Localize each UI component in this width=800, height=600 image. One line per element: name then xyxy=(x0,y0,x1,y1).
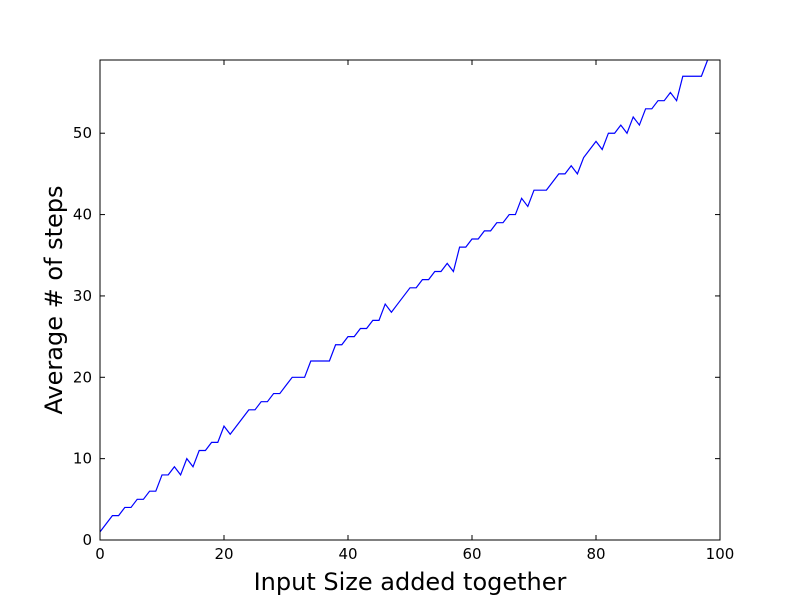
x-tick-label: 20 xyxy=(214,545,233,563)
y-tick-label: 30 xyxy=(73,287,92,305)
x-axis-title: Input Size added together xyxy=(254,568,567,596)
y-tick-label: 0 xyxy=(82,531,92,549)
y-tick-label: 10 xyxy=(73,450,92,468)
y-tick-label: 40 xyxy=(73,206,92,224)
x-tick-label: 0 xyxy=(95,545,105,563)
x-tick-label: 60 xyxy=(462,545,481,563)
series-line-0 xyxy=(99,59,709,533)
y-tick-label: 20 xyxy=(73,368,92,386)
y-axis-ticks: 0 10 20 30 40 50 xyxy=(73,124,720,549)
y-tick-label: 50 xyxy=(73,124,92,142)
x-tick-label: 40 xyxy=(338,545,357,563)
x-tick-label: 80 xyxy=(586,545,605,563)
axes-frame xyxy=(99,59,721,541)
x-tick-label: 100 xyxy=(706,545,735,563)
x-axis-ticks: 0 20 40 60 80 100 xyxy=(95,60,734,563)
y-axis-title: Average # of steps xyxy=(40,185,68,414)
plot-area xyxy=(99,59,709,533)
